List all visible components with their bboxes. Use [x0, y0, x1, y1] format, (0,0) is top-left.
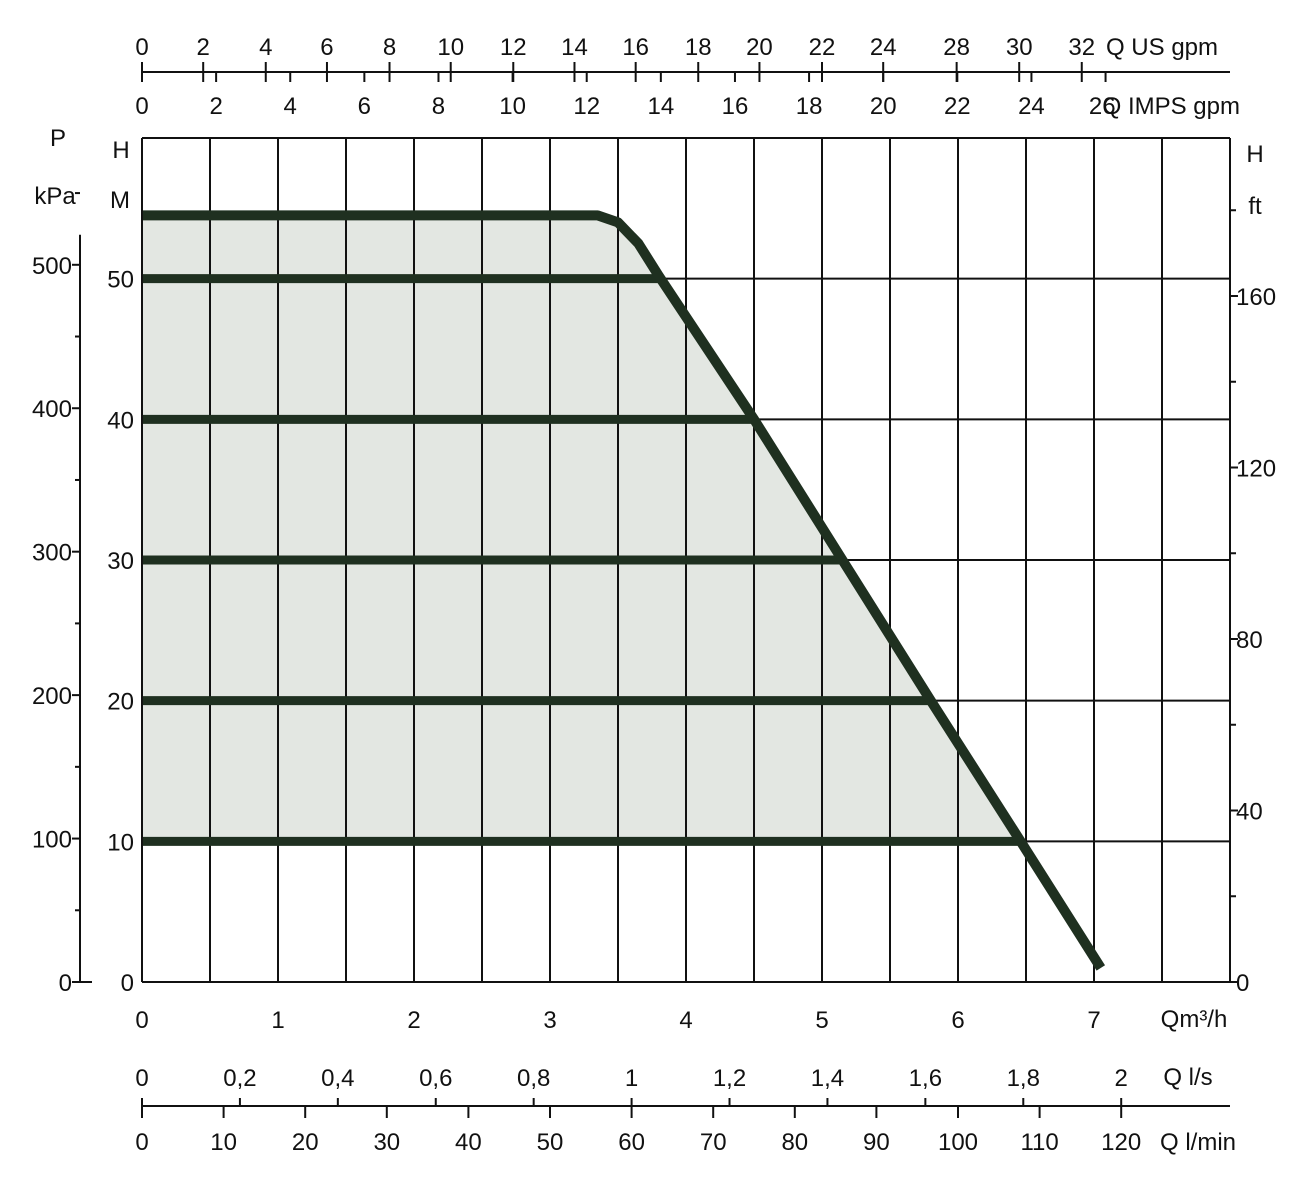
operating-area [142, 215, 1021, 842]
kpa-tick-label: 100 [32, 827, 72, 854]
lmin-tick-label: 30 [373, 1129, 400, 1156]
rated-head-lines [142, 274, 1021, 846]
m-axis-unit: M [110, 187, 130, 214]
imp-gpm-tick-label: 20 [870, 93, 897, 120]
ls-tick-label: 1,6 [909, 1065, 942, 1092]
ls-tick-label: 1,8 [1007, 1065, 1040, 1092]
m3h-axis-label: Qm³/h [1161, 1006, 1228, 1033]
ft-tick-label: 80 [1236, 627, 1263, 654]
us-gpm-tick-label: 28 [943, 34, 970, 61]
ls-axis-label: Q l/s [1163, 1064, 1212, 1091]
us-gpm-tick-label: 6 [320, 34, 333, 61]
kpa-tick-label: 0 [59, 970, 72, 997]
ls-tick-label: 0,6 [419, 1065, 452, 1092]
kpa-axis-unit: kPa [34, 183, 76, 210]
ft-tick-label: 160 [1236, 284, 1276, 311]
ls-tick-label: 1 [625, 1065, 638, 1092]
us-gpm-axis-label: Q US gpm [1106, 34, 1218, 61]
ls-tick-label: 1,4 [811, 1065, 844, 1092]
m-tick-label: 20 [107, 689, 134, 716]
m3h-tick-label: 2 [407, 1007, 420, 1034]
m-tick-label: 50 [107, 267, 134, 294]
ls-tick-label: 0,8 [517, 1065, 550, 1092]
us-gpm-tick-label: 8 [383, 34, 396, 61]
imp-gpm-tick-label: 4 [284, 93, 297, 120]
ls-tick-label: 1,2 [713, 1065, 746, 1092]
us-gpm-tick-label: 4 [259, 34, 272, 61]
m3h-tick-label: 3 [543, 1007, 556, 1034]
us-gpm-tick-label: 14 [561, 34, 588, 61]
imp-gpm-tick-label: 18 [796, 93, 823, 120]
us-gpm-tick-label: 18 [685, 34, 712, 61]
imp-gpm-tick-label: 22 [944, 93, 971, 120]
kpa-tick-label: 200 [32, 683, 72, 710]
m3h-tick-label: 5 [815, 1007, 828, 1034]
kpa-tick-label: 500 [32, 253, 72, 280]
kpa-tick-label: 300 [32, 540, 72, 567]
operating-area-fill [142, 215, 1021, 842]
imp-gpm-tick-label: 16 [722, 93, 749, 120]
imp-gpm-tick-label: 0 [135, 93, 148, 120]
lmin-tick-label: 20 [292, 1129, 319, 1156]
lmin-tick-label: 90 [863, 1129, 890, 1156]
lmin-tick-label: 120 [1101, 1129, 1141, 1156]
ft-tick-label: 40 [1236, 798, 1263, 825]
m-axis-title: H [112, 137, 129, 164]
ls-tick-label: 0,2 [223, 1065, 256, 1092]
axis-labels: Q US gpm Q IMPS gpm P kPa H M H ft Qm³/h… [34, 34, 1263, 1156]
lmin-tick-label: 50 [537, 1129, 564, 1156]
m3h-tick-label: 4 [679, 1007, 692, 1034]
performance-curve [142, 210, 1106, 971]
lmin-tick-label: 100 [938, 1129, 978, 1156]
imp-gpm-tick-label: 8 [432, 93, 445, 120]
imp-gpm-tick-label: 10 [499, 93, 526, 120]
m3h-tick-label: 6 [951, 1007, 964, 1034]
lmin-tick-label: 70 [700, 1129, 727, 1156]
m-tick-label: 30 [107, 548, 134, 575]
ft-tick-label: 0 [1236, 970, 1249, 997]
lmin-axis-label: Q l/min [1160, 1129, 1236, 1156]
lmin-tick-label: 60 [618, 1129, 645, 1156]
ls-tick-label: 0,4 [321, 1065, 354, 1092]
kpa-tick-label: 400 [32, 396, 72, 423]
us-gpm-tick-label: 24 [870, 34, 897, 61]
ls-tick-label: 0 [135, 1065, 148, 1092]
m-tick-label: 10 [107, 829, 134, 856]
lmin-tick-label: 80 [781, 1129, 808, 1156]
m-tick-label: 0 [121, 970, 134, 997]
lmin-tick-label: 0 [135, 1129, 148, 1156]
imp-gpm-tick-label: 26 [1089, 93, 1116, 120]
ft-axis-unit: ft [1248, 193, 1262, 220]
us-gpm-tick-label: 20 [746, 34, 773, 61]
ls-tick-label: 2 [1115, 1065, 1128, 1092]
us-gpm-tick-label: 2 [197, 34, 210, 61]
us-gpm-tick-label: 30 [1006, 34, 1033, 61]
us-gpm-tick-label: 10 [437, 34, 464, 61]
us-gpm-tick-label: 12 [500, 34, 527, 61]
m3h-tick-label: 1 [271, 1007, 284, 1034]
imp-gpm-tick-label: 24 [1018, 93, 1045, 120]
us-gpm-tick-label: 32 [1068, 34, 1095, 61]
curve-line [142, 210, 1106, 971]
m3h-tick-label: 0 [135, 1007, 148, 1034]
lmin-tick-label: 10 [210, 1129, 237, 1156]
imp-gpm-tick-label: 6 [358, 93, 371, 120]
us-gpm-tick-label: 16 [622, 34, 649, 61]
imp-gpm-tick-label: 12 [573, 93, 600, 120]
kpa-axis-title: P [50, 125, 66, 152]
imp-gpm-axis-label: Q IMPS gpm [1103, 93, 1240, 120]
m-tick-label: 40 [107, 407, 134, 434]
m3h-tick-label: 7 [1087, 1007, 1100, 1034]
imp-gpm-tick-label: 14 [647, 93, 674, 120]
us-gpm-tick-label: 0 [135, 34, 148, 61]
imp-gpm-tick-label: 2 [209, 93, 222, 120]
ft-tick-label: 120 [1236, 455, 1276, 482]
lmin-tick-label: 110 [1020, 1129, 1058, 1156]
us-gpm-tick-label: 22 [809, 34, 836, 61]
ft-axis-title: H [1246, 141, 1263, 168]
lmin-tick-label: 40 [455, 1129, 482, 1156]
